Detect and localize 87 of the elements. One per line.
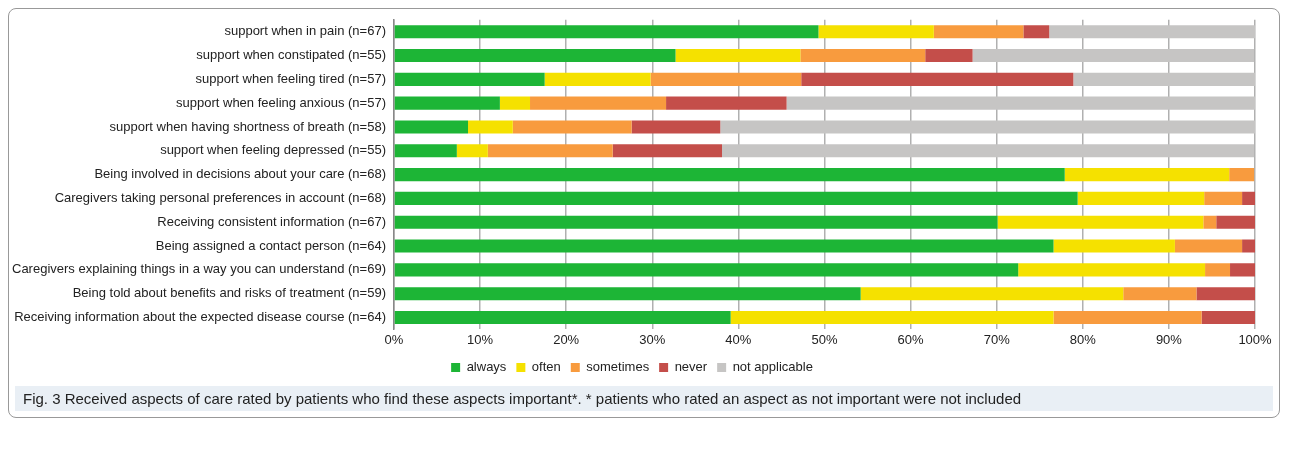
bar: [972, 48, 1255, 63]
y-tick-label: support when feeling tired (n=57): [195, 70, 386, 86]
bar: [530, 96, 667, 110]
x-tick-label: 60%: [897, 331, 925, 347]
bar: [1196, 287, 1255, 301]
bar: [394, 25, 819, 39]
legend-label: sometimes: [586, 359, 650, 375]
bar: [722, 144, 1255, 158]
bar: [394, 120, 469, 134]
bar: [650, 72, 802, 86]
bar: [1242, 191, 1255, 205]
bar: [933, 25, 1024, 39]
bar: [730, 310, 1054, 325]
bar: [394, 263, 1019, 277]
bar: [860, 287, 1124, 301]
bar: [1174, 239, 1243, 253]
bar: [1204, 191, 1243, 205]
y-tick-label: Caregivers taking personal preferences in account (n=68): [54, 189, 386, 205]
y-tick-label: support when feeling depressed (n=55): [160, 142, 386, 158]
x-tick-label: 70%: [983, 331, 1011, 347]
bar: [544, 72, 651, 86]
y-tick-label: Being involved in decisions about your care (n=68): [94, 166, 386, 182]
bar: [394, 239, 1054, 253]
bar: [1230, 263, 1255, 277]
x-tick-label: 0%: [384, 331, 404, 347]
y-tick-label: support when in pain (n=67): [224, 23, 386, 39]
bar: [456, 144, 488, 158]
bar: [487, 144, 613, 158]
bar: [801, 72, 1074, 86]
bar: [1229, 168, 1255, 182]
bar: [720, 120, 1255, 134]
y-tick-label: Caregivers explaining things in a way you can understand (n=69): [11, 261, 386, 277]
bar: [1049, 25, 1255, 39]
y-tick-label: Being assigned a contact person (n=64): [155, 237, 386, 253]
bar: [1123, 287, 1197, 301]
y-tick-label: support when constipated (n=55): [196, 47, 386, 63]
x-tick-label: 20%: [553, 331, 580, 347]
bar: [499, 96, 531, 110]
legend-label: not applicable: [732, 359, 813, 375]
y-tick-label: support when feeling anxious (n=57): [176, 94, 386, 110]
bar: [1023, 25, 1050, 39]
bar: [925, 48, 973, 63]
y-tick-label: support when having shortness of breath (n=58): [109, 118, 386, 134]
bar: [631, 120, 721, 134]
bar: [1053, 310, 1202, 325]
bar: [394, 48, 676, 63]
bar: [394, 72, 545, 86]
legend-label: often: [531, 359, 561, 375]
bar: [468, 120, 513, 134]
bar: [394, 168, 1065, 182]
bar: [675, 48, 801, 63]
bar: [394, 191, 1078, 205]
x-tick-label: 90%: [1155, 331, 1183, 347]
bar: [394, 96, 500, 110]
caption: Fig. 3 Received aspects of care rated by patients who find these aspects important*. * patients who rated an aspect as not important were not included: [15, 386, 1273, 411]
bar: [1053, 239, 1175, 253]
bar: [1242, 239, 1255, 253]
bar: [1205, 263, 1231, 277]
legend-label: never: [674, 359, 708, 375]
bar: [1064, 168, 1230, 182]
bar: [997, 215, 1204, 229]
bar: [612, 144, 723, 158]
bar: [394, 144, 457, 158]
bar: [786, 96, 1255, 110]
y-tick-label: Being told about benefits and risks of treatment (n=59): [72, 285, 386, 301]
bar: [1203, 215, 1217, 229]
x-tick-label: 40%: [725, 331, 752, 347]
y-tick-label: Receiving consistent information (n=67): [157, 213, 386, 229]
bar: [1073, 72, 1255, 86]
bar: [394, 310, 731, 325]
bar: [394, 215, 998, 229]
x-tick-label: 10%: [467, 331, 494, 347]
bar: [512, 120, 632, 134]
bar: [1018, 263, 1206, 277]
bar: [666, 96, 787, 110]
bar: [1077, 191, 1205, 205]
bar: [394, 287, 861, 301]
bar: [800, 48, 926, 63]
x-tick-label: 30%: [639, 331, 666, 347]
bar: [1201, 310, 1255, 325]
y-tick-label: Receiving information about the expected disease course (n=64): [14, 309, 386, 325]
bar: [818, 25, 934, 39]
x-tick-label: 50%: [811, 331, 838, 347]
legend-label: always: [466, 359, 507, 375]
x-tick-label: 100%: [1238, 331, 1273, 347]
bar: [1216, 215, 1255, 229]
x-tick-label: 80%: [1069, 331, 1097, 347]
